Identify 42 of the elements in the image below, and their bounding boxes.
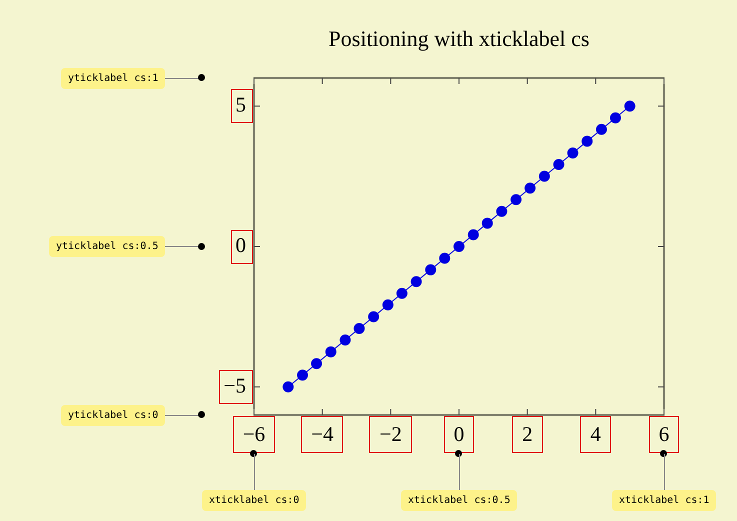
point bbox=[439, 252, 450, 264]
x-tick-label: 0 bbox=[454, 422, 464, 446]
point bbox=[368, 311, 380, 322]
point bbox=[596, 124, 607, 135]
point bbox=[354, 323, 365, 334]
point bbox=[425, 264, 436, 276]
text: yticklabel cs:0 bbox=[61, 404, 166, 426]
point bbox=[538, 170, 550, 182]
point bbox=[282, 381, 294, 392]
point bbox=[510, 194, 522, 206]
x-tick-label: 4 bbox=[590, 422, 602, 446]
point bbox=[496, 206, 508, 217]
chart-title: Positioning with xticklabel cs bbox=[328, 26, 590, 52]
point bbox=[325, 346, 336, 358]
point bbox=[396, 288, 408, 299]
y-tick-label: 0 bbox=[236, 233, 246, 258]
x-tick-label: 2 bbox=[522, 422, 533, 446]
point bbox=[524, 182, 536, 194]
point bbox=[297, 370, 308, 381]
point bbox=[624, 100, 636, 112]
point bbox=[340, 334, 351, 346]
x-tick-label: −2 bbox=[379, 422, 402, 446]
text: yticklabel cs:1 bbox=[61, 68, 166, 88]
x-tick-label: −6 bbox=[242, 422, 266, 446]
x-tick-label: −4 bbox=[311, 422, 334, 446]
text: xticklabel cs:1 bbox=[612, 490, 716, 511]
point bbox=[553, 158, 564, 170]
y-tick-label: 5 bbox=[236, 92, 246, 117]
text: yticklabel cs:0.5 bbox=[49, 236, 166, 257]
point bbox=[382, 299, 394, 310]
x-tick-label: 6 bbox=[658, 422, 670, 446]
point bbox=[582, 136, 593, 147]
point bbox=[311, 358, 322, 370]
text: xticklabel cs:0 bbox=[202, 490, 306, 511]
text: xticklabel cs:0.5 bbox=[401, 490, 518, 511]
point bbox=[468, 229, 479, 240]
point bbox=[567, 147, 578, 158]
point bbox=[610, 112, 621, 124]
point bbox=[482, 218, 493, 229]
point bbox=[410, 276, 422, 288]
y-tick-label: −5 bbox=[224, 373, 246, 398]
point bbox=[454, 241, 464, 252]
